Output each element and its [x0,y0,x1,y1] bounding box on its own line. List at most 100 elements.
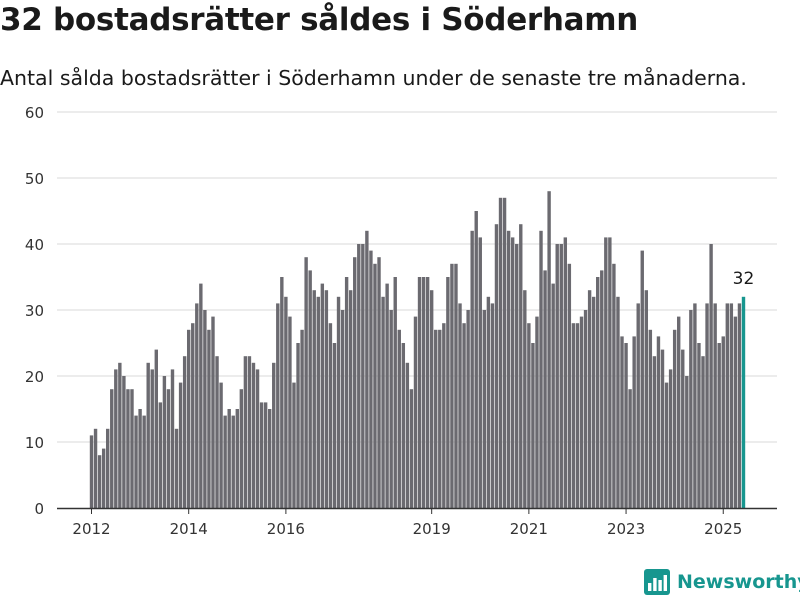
bar [397,329,401,508]
bar [235,409,239,508]
bar [263,402,268,508]
y-tick-label: 20 [25,368,44,386]
bar [681,349,685,508]
bar [207,329,211,508]
bar [640,250,644,508]
newsworthy-logo-icon [644,569,670,595]
bar [114,369,118,508]
bar [308,270,312,508]
chart-subtitle: Antal sålda bostadsrätter i Söderhamn un… [0,66,747,90]
bar [474,211,478,508]
bar [215,356,219,508]
x-tick-label: 2016 [267,520,305,538]
bar [223,415,227,508]
bar [693,303,697,508]
bar [636,303,640,508]
bar [134,415,138,508]
bar [733,316,738,508]
x-tick-label: 2023 [607,520,645,538]
bar [596,277,600,508]
bar [393,277,397,508]
bar [729,303,734,508]
highlight-value-label: 32 [733,269,755,289]
bar [348,290,353,508]
bar [389,310,393,508]
bar [494,224,499,508]
bar [247,356,252,508]
bar [677,316,681,508]
bar [316,296,320,508]
bar [284,296,288,508]
bar [498,197,503,509]
bar [243,356,248,508]
bar [547,191,551,508]
bar [701,356,705,508]
bar [195,303,199,508]
bar [709,244,713,508]
bar [130,389,134,508]
bar [539,230,543,509]
bar [203,310,207,508]
bar [632,336,636,508]
bar [725,303,730,508]
x-tick-label: 2025 [704,520,742,538]
bar [89,435,94,508]
bar [324,290,329,508]
bar [616,296,620,508]
bar [591,296,596,508]
y-tick-label: 0 [34,500,44,518]
bar [142,415,146,508]
bar [652,356,657,508]
bar [656,336,661,508]
bar [523,290,527,508]
bar [466,310,470,508]
bar [713,303,717,508]
bar [543,270,547,508]
bar [685,376,689,508]
bar [227,409,231,508]
bar [442,323,446,508]
bar [122,376,126,508]
bar [450,263,454,508]
bar [604,237,608,508]
bar [320,283,325,508]
bar [385,283,389,508]
bar [182,356,187,508]
bar [438,329,442,508]
bar [458,303,462,508]
bar [527,323,531,508]
bar [567,263,572,508]
bar [648,329,653,508]
bar [105,428,110,508]
bar [425,277,430,508]
bar [211,316,215,508]
bar [251,362,256,508]
bar [551,283,555,508]
bar [344,277,349,508]
bar [664,382,669,508]
bar [454,263,458,508]
bar [110,389,114,508]
bar [292,382,296,508]
bar [199,283,203,508]
bar [482,310,487,508]
bar [186,329,191,508]
bar [174,428,179,508]
bar [276,303,280,508]
bar [154,349,158,508]
bar [239,389,244,508]
bar [531,343,535,508]
bar [97,455,102,508]
bar [377,257,381,508]
chart-title: 32 bostadsrätter såldes i Söderhamn [0,2,639,38]
bar [365,230,369,509]
x-tick-label: 2014 [170,520,208,538]
bar [721,336,725,508]
bar [446,277,450,508]
bar [353,257,357,508]
bar [519,224,523,508]
bar [737,303,742,508]
bar [571,323,576,508]
bar [583,310,588,508]
